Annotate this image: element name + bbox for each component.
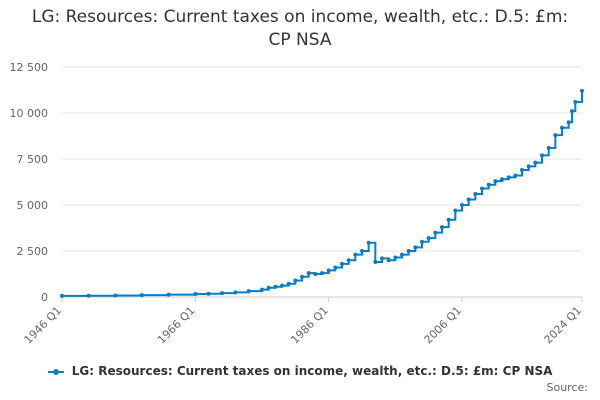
x-tick-label: 1946 Q1 bbox=[22, 304, 65, 347]
data-point bbox=[380, 256, 384, 261]
data-point bbox=[140, 293, 144, 298]
y-axis-ticks: 0 2 500 5 000 7 500 10 000 12 500 bbox=[10, 61, 49, 304]
data-point bbox=[266, 285, 271, 290]
data-point bbox=[306, 271, 311, 276]
data-point bbox=[486, 182, 491, 187]
data-point bbox=[373, 260, 378, 265]
data-point bbox=[340, 261, 344, 266]
data-point bbox=[566, 120, 571, 125]
data-point bbox=[506, 175, 511, 180]
data-point bbox=[393, 255, 398, 260]
data-point bbox=[513, 173, 518, 178]
data-point bbox=[453, 208, 458, 213]
x-tick-label: 1966 Q1 bbox=[155, 304, 198, 347]
source-label: Source: bbox=[546, 381, 589, 394]
data-point bbox=[60, 293, 64, 298]
data-point bbox=[460, 203, 464, 207]
data-point bbox=[406, 249, 411, 253]
y-tick-label: 2 500 bbox=[17, 245, 49, 258]
data-point bbox=[420, 239, 424, 244]
data-point bbox=[273, 284, 278, 289]
y-tick-label: 10 000 bbox=[10, 107, 49, 120]
data-point bbox=[520, 168, 524, 173]
data-point bbox=[400, 252, 404, 257]
data-point bbox=[553, 133, 558, 138]
data-point bbox=[233, 290, 238, 295]
data-point bbox=[546, 145, 551, 150]
data-point bbox=[433, 230, 438, 235]
data-point bbox=[466, 197, 471, 202]
data-point bbox=[326, 268, 331, 273]
y-tick-label: 7 500 bbox=[17, 153, 49, 166]
data-point bbox=[480, 186, 484, 191]
x-tick-label: 1986 Q1 bbox=[288, 304, 331, 347]
chart-title: LG: Resources: Current taxes on income, … bbox=[31, 7, 569, 50]
data-point bbox=[533, 160, 538, 165]
data-point bbox=[560, 125, 564, 130]
data-point bbox=[280, 283, 284, 288]
data-point bbox=[440, 225, 444, 230]
data-point bbox=[313, 272, 318, 276]
data-point bbox=[246, 289, 251, 294]
data-point bbox=[320, 271, 324, 276]
data-point bbox=[493, 179, 498, 184]
series-line bbox=[62, 90, 583, 297]
data-point bbox=[360, 249, 364, 253]
data-point bbox=[573, 99, 578, 104]
data-point bbox=[333, 265, 338, 270]
x-tick-label: 2006 Q1 bbox=[422, 304, 465, 347]
data-point bbox=[353, 252, 358, 257]
y-tick-label: 0 bbox=[41, 291, 48, 304]
grid-lines bbox=[62, 66, 582, 298]
data-point bbox=[500, 177, 504, 182]
data-point bbox=[580, 88, 584, 93]
data-point bbox=[220, 291, 224, 296]
data-point bbox=[386, 258, 391, 263]
legend-label: LG: Resources: Current taxes on income, … bbox=[71, 364, 553, 378]
y-tick-label: 5 000 bbox=[17, 199, 49, 212]
line-chart: 0 2 500 5 000 7 500 10 000 12 500 1946 Q1 1966… bbox=[10, 61, 585, 347]
data-point bbox=[206, 291, 211, 296]
legend[interactable]: LG: Resources: Current taxes on income, … bbox=[0, 364, 600, 378]
data-point bbox=[570, 109, 574, 114]
data-point bbox=[413, 245, 418, 250]
y-tick-label: 12 500 bbox=[10, 61, 49, 74]
data-point bbox=[426, 236, 431, 241]
x-axis-ticks: 1946 Q1 1966 Q1 1986 Q1 2006 Q1 2024 Q1 bbox=[22, 297, 585, 347]
data-point bbox=[446, 217, 451, 222]
data-point bbox=[540, 153, 544, 158]
data-point bbox=[86, 293, 91, 298]
x-tick-label: 2024 Q1 bbox=[542, 304, 585, 347]
data-point bbox=[366, 240, 371, 245]
data-point bbox=[526, 164, 531, 169]
data-point bbox=[300, 274, 304, 279]
data-point bbox=[193, 292, 198, 297]
legend-line-swatch bbox=[47, 367, 64, 377]
data-point bbox=[286, 281, 291, 286]
data-point bbox=[260, 287, 264, 292]
data-point bbox=[113, 293, 118, 298]
data-point bbox=[166, 292, 171, 297]
data-point bbox=[346, 258, 351, 263]
series-layer bbox=[60, 88, 584, 298]
data-point bbox=[473, 191, 478, 196]
data-point bbox=[293, 278, 298, 283]
